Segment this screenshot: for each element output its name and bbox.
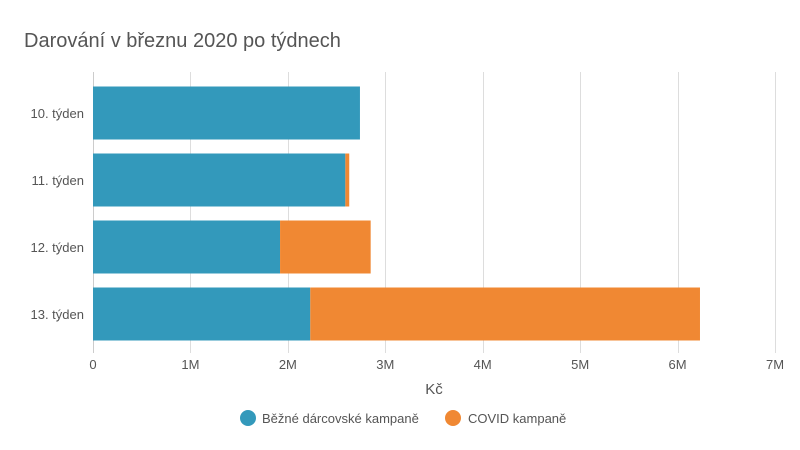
legend-swatch	[240, 410, 256, 426]
legend-label: COVID kampaně	[468, 411, 566, 426]
x-tick-label: 7M	[766, 357, 784, 372]
legend-swatch	[445, 410, 461, 426]
bar-segment	[93, 153, 346, 207]
x-tick-label: 2M	[279, 357, 297, 372]
y-tick-label: 12. týden	[31, 240, 85, 255]
chart-title: Darování v březnu 2020 po týdnech	[24, 30, 341, 52]
bar-segment	[345, 153, 350, 207]
legend: Běžné dárcovské kampaně COVID kampaně	[240, 410, 566, 426]
x-tick-label: 1M	[181, 357, 199, 372]
x-axis-label: Kč	[425, 381, 443, 398]
x-tick-label: 3M	[376, 357, 394, 372]
bars	[93, 86, 700, 341]
bar-segment	[93, 220, 281, 274]
legend-label: Běžné dárcovské kampaně	[262, 411, 419, 426]
x-tick-label: 4M	[474, 357, 492, 372]
x-tick-label: 6M	[669, 357, 687, 372]
bar-segment	[93, 287, 311, 341]
bar-segment	[310, 287, 700, 341]
x-tick-label: 5M	[571, 357, 589, 372]
x-tick-labels: 0 1M 2M 3M 4M 5M 6M 7M	[89, 357, 784, 372]
y-tick-labels: 10. týden 11. týden 12. týden 13. týden	[31, 106, 85, 322]
y-tick-label: 11. týden	[31, 173, 84, 188]
x-tick-label: 0	[89, 357, 96, 372]
y-tick-label: 10. týden	[31, 106, 85, 121]
bar-segment	[93, 86, 360, 140]
y-tick-label: 13. týden	[31, 307, 85, 322]
bar-segment	[280, 220, 371, 274]
